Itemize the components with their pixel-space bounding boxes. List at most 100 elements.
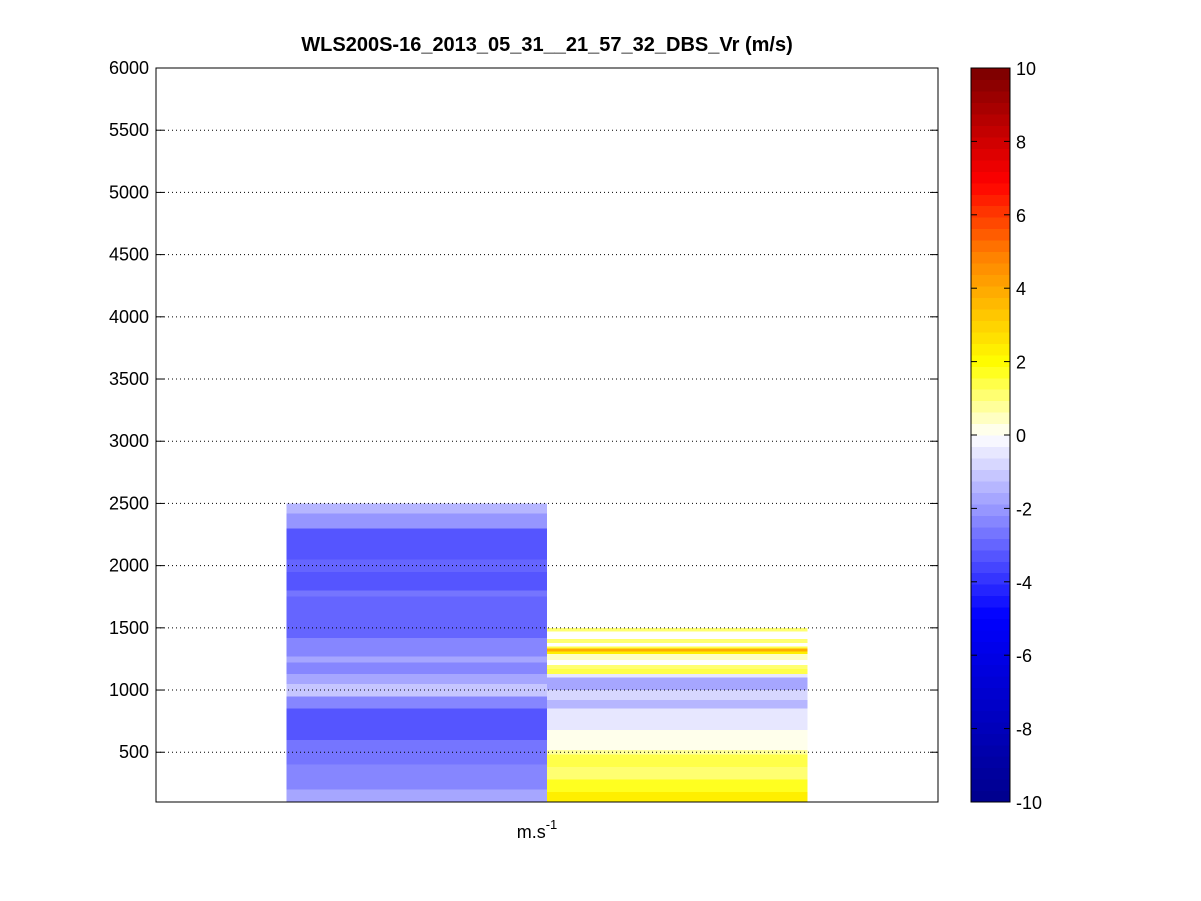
x-axis-label: m.s-1 [517,817,558,842]
colorbar-tick-label: 4 [1016,279,1026,299]
colorbar-segment [971,297,1010,310]
colorbar-segment [971,779,1010,792]
colorbar-tick-label: 2 [1016,353,1026,373]
y-tick-label: 3500 [109,369,149,389]
y-axis: 500 1000 1500 2000 2500 3000 3500 4000 4500 5000 5… [109,58,938,762]
colorbar-segment [971,526,1010,539]
heatmap-cell-col2 [547,627,808,632]
colorbar-segment [971,113,1010,126]
colorbar-segment [971,675,1010,688]
heatmap-cell-col1 [286,708,547,740]
colorbar-segment [971,308,1010,321]
colorbar-segment [971,354,1010,367]
colorbar-segment [971,136,1010,149]
colorbar-tick-label: 6 [1016,206,1026,226]
heatmap-cell-col2 [547,708,808,713]
colorbar-segment [971,607,1010,620]
heatmap-cell-col2 [547,639,808,643]
svg-text:m.s-1: m.s-1 [517,817,558,842]
heatmap-cell-col2 [547,677,808,691]
colorbar-segment [971,652,1010,665]
chart-title: WLS200S-16_2013_05_31__21_57_32_DBS_Vr (… [301,34,792,56]
colorbar-segment [971,331,1010,344]
colorbar-segment [971,68,1010,81]
y-tick-label: 1000 [109,680,149,700]
heatmap-cell-col1 [286,673,547,684]
colorbar-segment [971,171,1010,184]
colorbar-segment [971,217,1010,230]
y-tick-label: 4500 [109,245,149,265]
heatmap-cell-col1 [286,656,547,663]
heatmap-cell-col2 [547,699,808,709]
colorbar-segment [971,561,1010,574]
colorbar-segment [971,205,1010,218]
colorbar: -10 -8 -6 -4 -2 0 2 4 6 8 10 [970,59,1042,813]
y-tick-label: 2500 [109,493,149,513]
colorbar-segment [971,629,1010,643]
heatmap-cell-col2 [547,665,808,669]
heatmap-cells [286,503,808,802]
heatmap-cell-col2 [547,792,808,802]
colorbar-tick-label: -6 [1016,646,1032,666]
x-axis-label-base: m.s [517,822,546,842]
colorbar-segment [971,538,1010,551]
heatmap-cell-col1 [286,590,547,597]
colorbar-segment [971,744,1010,757]
heatmap-cell-col2 [547,646,808,649]
heatmap-cell-col1 [286,596,547,622]
colorbar-segment [971,767,1010,780]
heatmap-cell-col1 [286,662,547,674]
colorbar-segment [971,572,1010,585]
colorbar-segment [971,79,1010,92]
colorbar-tick-label: 10 [1016,59,1036,79]
colorbar-segment [971,423,1010,436]
colorbar-tick-label: 8 [1016,132,1026,152]
y-tick-label: 2000 [109,556,149,576]
heatmap-cell-col1 [286,696,547,709]
x-axis-label-exponent: -1 [546,817,558,832]
heatmap-cell-col1 [286,503,547,514]
y-tick-label: 3000 [109,431,149,451]
colorbar-segment [971,721,1010,734]
heatmap-cell-col2 [547,749,808,755]
colorbar-segment [971,756,1010,769]
heatmap-cell-col2 [547,653,808,661]
colorbar-segment [971,790,1010,803]
colorbar-segment [971,148,1010,161]
colorbar-segment [971,515,1010,528]
heatmap-cell-col1 [286,528,547,560]
colorbar-segment [971,377,1010,390]
heatmap-cell-col2 [547,668,808,674]
colorbar-segment [971,285,1010,298]
colorbar-segment [971,389,1010,402]
colorbar-segment [971,274,1010,287]
colorbar-segment [971,641,1010,654]
colorbar-segment [971,251,1010,264]
y-tick-label: 5000 [109,182,149,202]
colorbar-segment [971,400,1010,413]
colorbar-segment [971,710,1010,723]
colorbar-segment [971,595,1010,608]
colorbar-segment [971,125,1010,138]
heatmap-cell-col2 [547,651,808,654]
colorbar-segment [971,457,1010,471]
heatmap-cell-col2 [547,648,808,652]
colorbar-segment [971,584,1010,597]
colorbar-tick-label: -4 [1016,573,1032,593]
colorbar-tick-label: 0 [1016,426,1026,446]
colorbar-segment [971,262,1010,276]
heatmap-cell-col2 [547,754,808,768]
plot-area-frame [155,67,939,803]
y-tick-label: 500 [119,742,149,762]
colorbar-segment [971,698,1010,711]
colorbar-segment [971,343,1010,356]
heatmap-cell-col2 [547,779,808,793]
y-tick-label: 4000 [109,307,149,327]
y-tick-label: 5500 [109,120,149,140]
colorbar-segment [971,446,1010,459]
colorbar-segment [971,469,1010,482]
colorbar-segment [971,435,1010,448]
heatmap-cell-col1 [286,621,547,638]
colorbar-segment [971,664,1010,677]
